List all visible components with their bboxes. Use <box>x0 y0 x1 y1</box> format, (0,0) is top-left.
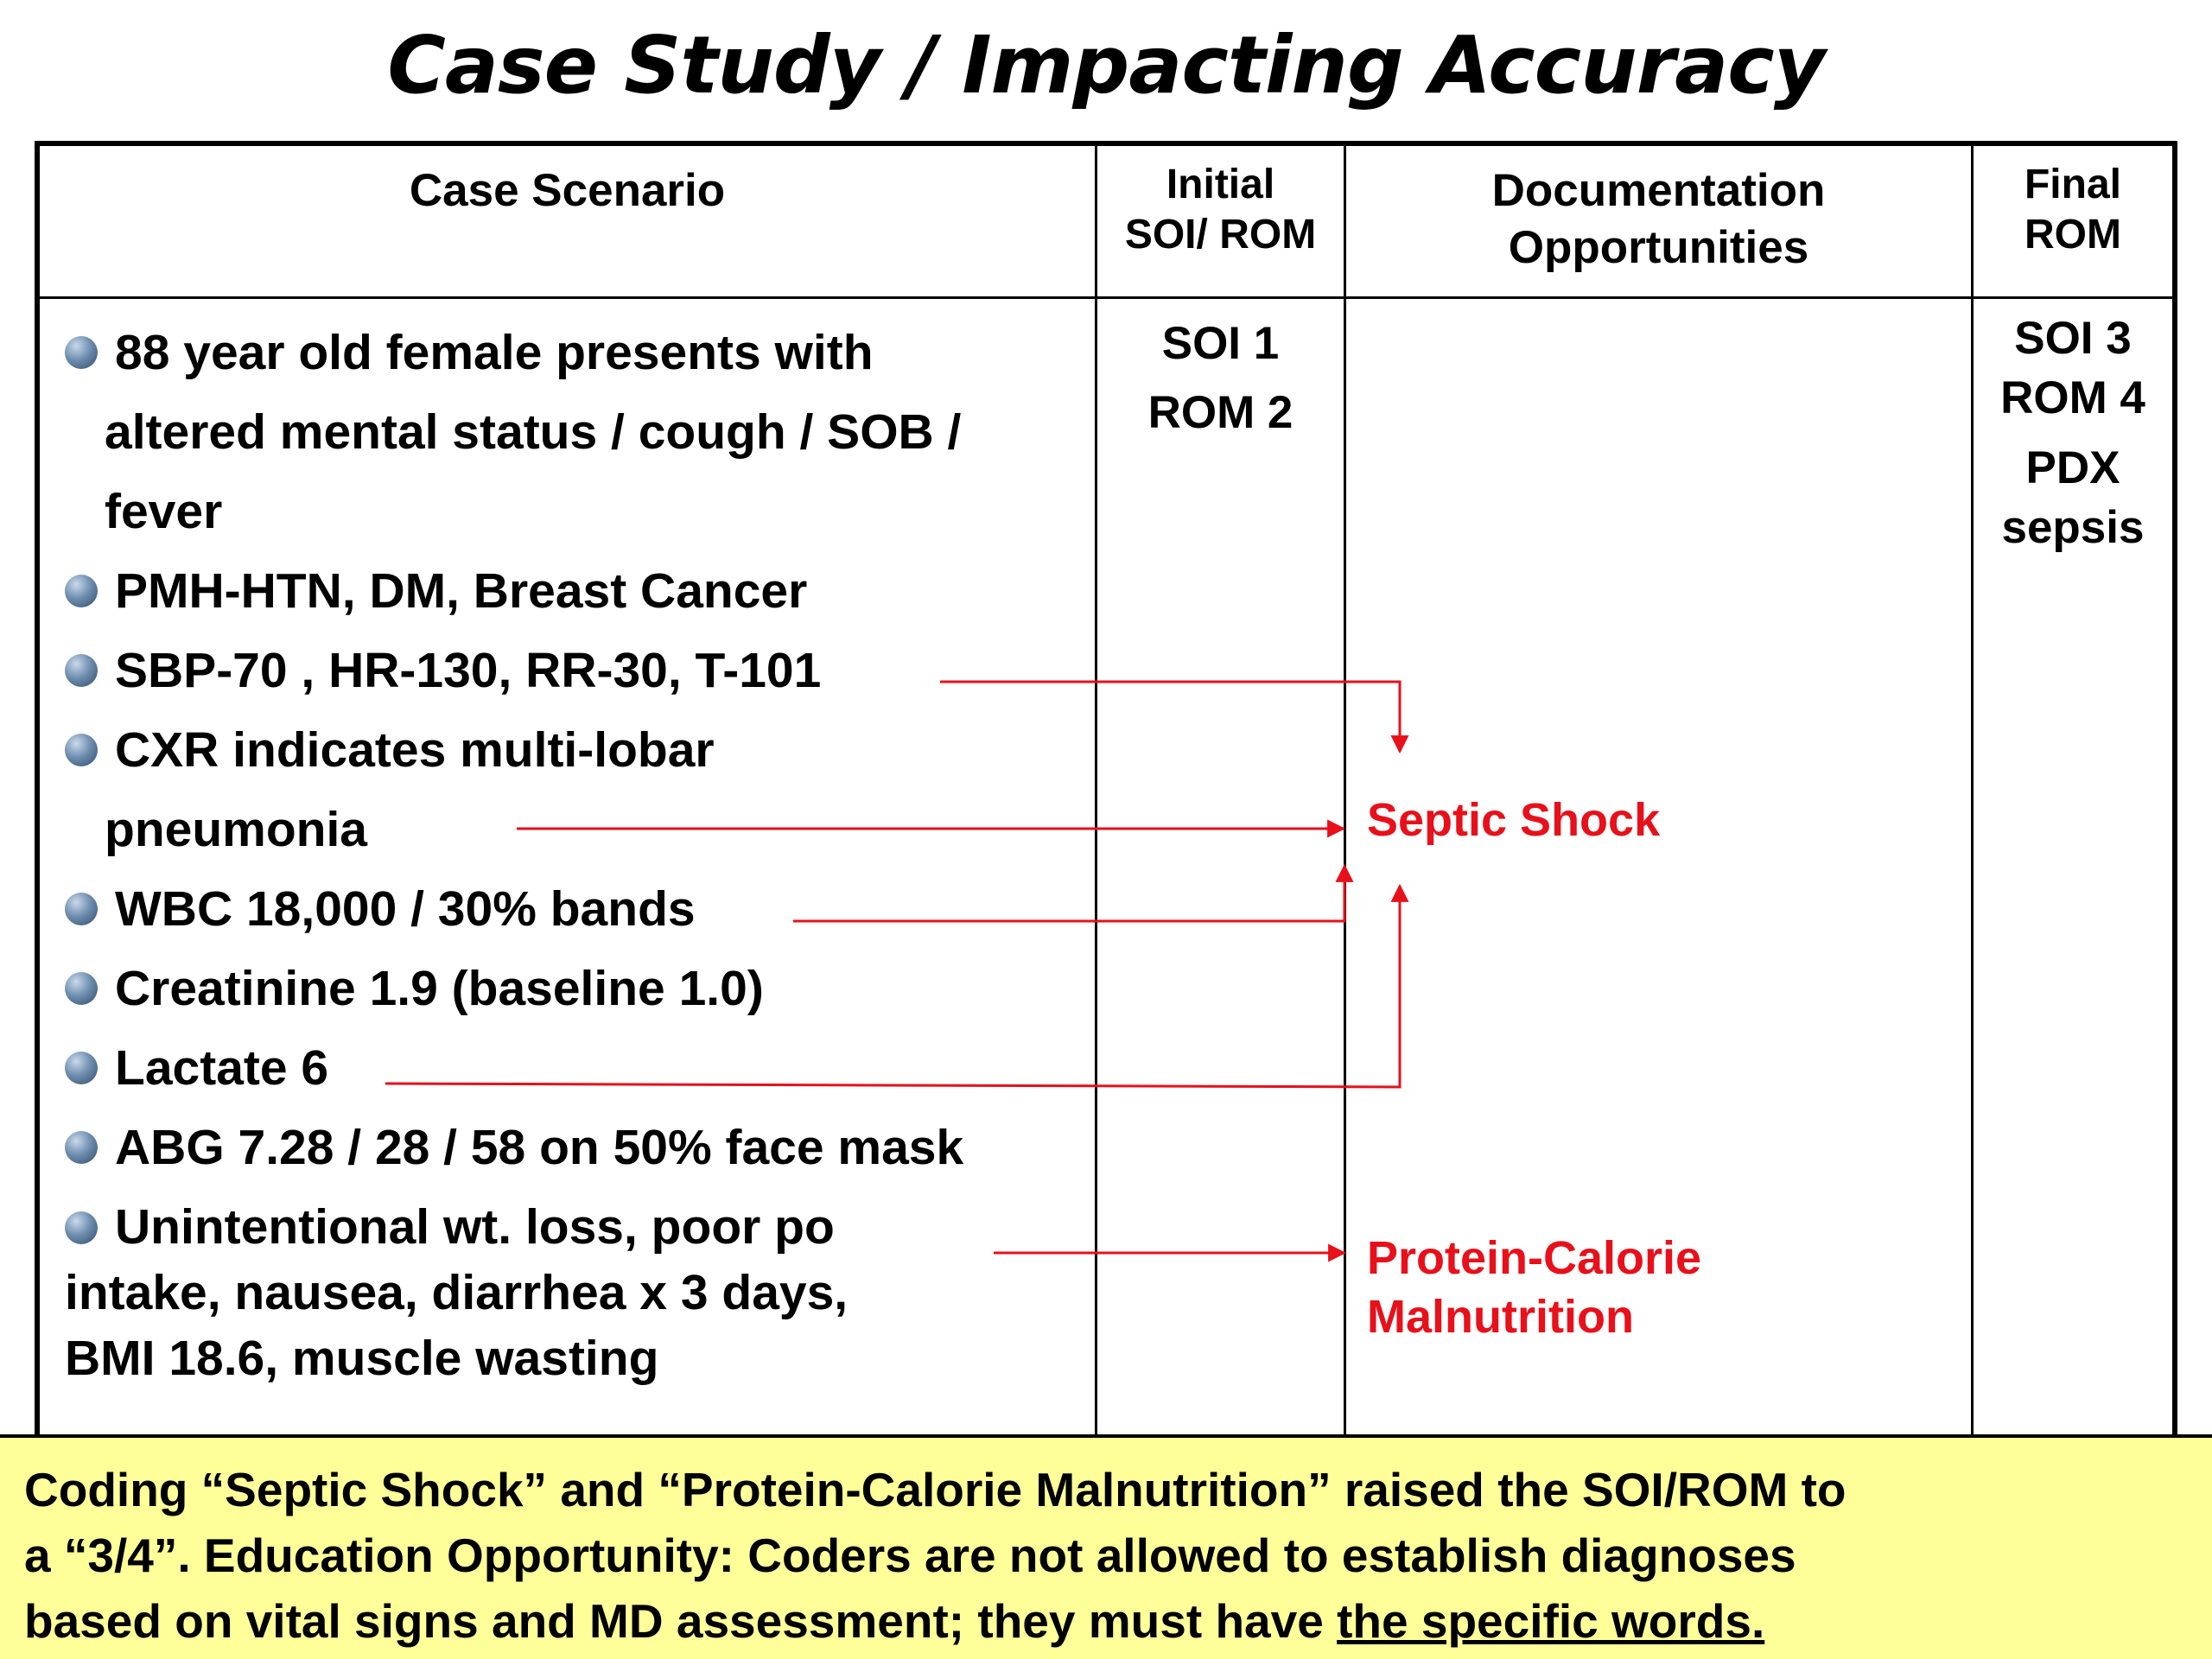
list-item: CXR indicates multi-lobar pneumonia <box>65 710 1084 869</box>
footer-line-1: Coding “Septic Shock” and “Protein-Calor… <box>24 1463 1847 1516</box>
final-pdx: PDX <box>2025 442 2120 493</box>
summary-footer: Coding “Septic Shock” and “Protein-Calor… <box>0 1434 2212 1659</box>
case-scenario-list: 88 year old female presents with altered… <box>65 313 1084 1391</box>
header-case-scenario: Case Scenario <box>409 165 726 216</box>
arrow-wbc <box>793 863 1354 923</box>
final-rom: ROM 4 <box>2000 372 2145 423</box>
list-item: ABG 7.28 / 28 / 58 on 50% face mask <box>65 1108 1084 1187</box>
bullet-icon <box>65 575 98 607</box>
bullet-icon <box>65 893 98 925</box>
footer-emphasis: the specific words. <box>1337 1594 1765 1648</box>
malnutrition-label: Protein-Calorie Malnutrition <box>1367 1232 1702 1343</box>
list-item: SBP-70 , HR-130, RR-30, T-101 <box>65 631 1084 710</box>
column-divider-3 <box>1971 143 1974 1439</box>
page-title: Case Study / Impacting Accuracy <box>387 19 1825 111</box>
bullet-icon <box>65 1131 98 1164</box>
header-initial-soi-rom: Initial SOI/ ROM <box>1124 162 1317 257</box>
initial-soi: SOI 1 <box>1161 318 1280 369</box>
header-documentation-opportunities: Documentation Opportunities <box>1491 165 1826 274</box>
footer-line-2: a “3/4”. Education Opportunity: Coders a… <box>24 1529 1796 1582</box>
footer-line-3: based on vital signs and MD assessment; … <box>24 1594 1765 1648</box>
list-item: WBC 18,000 / 30% bands <box>65 869 1084 949</box>
header-final-rom: Final ROM <box>2024 162 2121 257</box>
final-pdx-sepsis: sepsis <box>2001 501 2145 553</box>
initial-rom: ROM 2 <box>1147 386 1294 438</box>
table-top-border <box>35 141 2177 146</box>
septic-shock-label: Septic Shock <box>1367 794 1661 846</box>
bullet-icon <box>65 654 98 687</box>
header-divider <box>35 296 2177 299</box>
table-right-border <box>2172 143 2177 1439</box>
table-left-border <box>35 143 40 1439</box>
list-item: Lactate 6 <box>65 1028 1084 1108</box>
column-divider-1 <box>1095 143 1097 1439</box>
arrow-vitals <box>940 680 1409 754</box>
arrow-lactate <box>385 883 1409 1089</box>
bullet-icon <box>65 336 98 369</box>
list-item: Creatinine 1.9 (baseline 1.0) <box>65 949 1084 1028</box>
final-soi: SOI 3 <box>2014 313 2132 364</box>
bullet-icon <box>65 1211 98 1244</box>
bullet-icon <box>65 734 98 766</box>
list-item: PMH-HTN, DM, Breast Cancer <box>65 551 1084 631</box>
bullet-icon <box>65 1052 98 1084</box>
final-values: SOI 3 ROM 4 PDX sepsis <box>1974 309 2172 558</box>
list-item: 88 year old female presents with altered… <box>65 313 1084 551</box>
bullet-icon <box>65 972 98 1005</box>
column-divider-2 <box>1344 143 1346 1439</box>
initial-soi-rom-values: SOI 1 ROM 2 <box>1097 309 1344 447</box>
list-item: Unintentional wt. loss, poor po intake, … <box>65 1199 849 1386</box>
